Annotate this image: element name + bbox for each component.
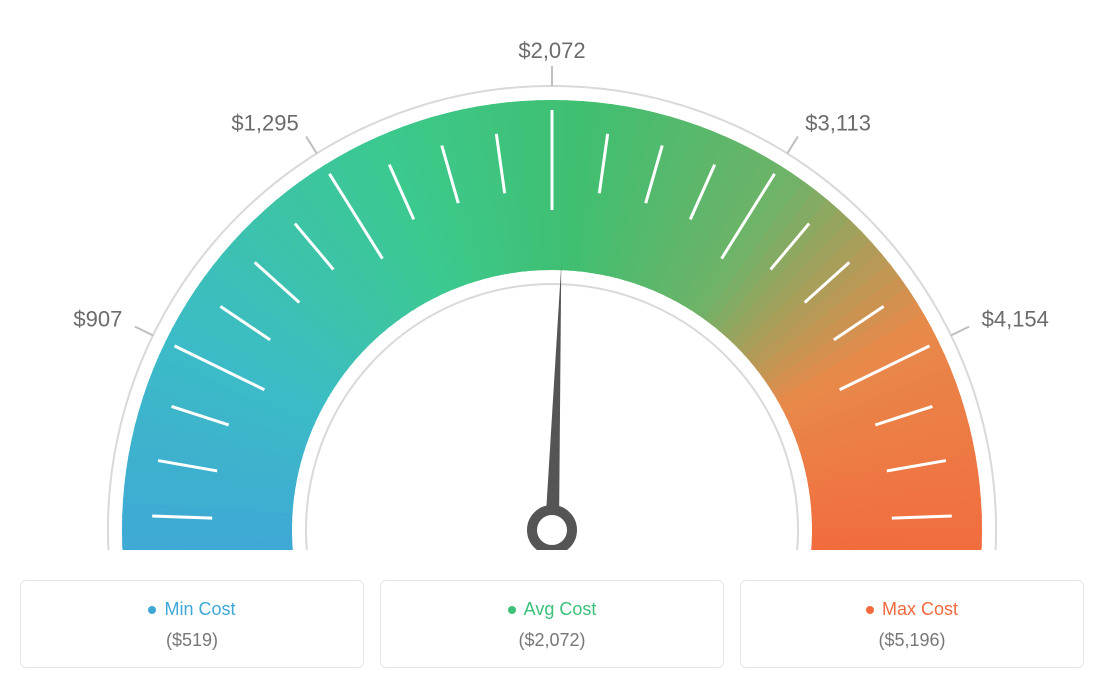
legend-title-text: Max Cost <box>882 599 958 620</box>
gauge-tick-label: $3,113 <box>805 110 871 135</box>
gauge-tick-label: $1,295 <box>231 110 298 135</box>
legend-title: Avg Cost <box>508 599 597 620</box>
legend-value: ($5,196) <box>753 630 1071 651</box>
legend-card: Avg Cost ($2,072) <box>380 580 724 668</box>
legend-row: Min Cost ($519) Avg Cost ($2,072) Max Cost ($… <box>20 580 1084 668</box>
gauge-tick-label: $4,154 <box>982 306 1049 331</box>
legend-value: ($519) <box>33 630 351 651</box>
legend-card: Min Cost ($519) <box>20 580 364 668</box>
legend-title: Max Cost <box>866 599 958 620</box>
gauge-svg: $519$907$1,295$2,072$3,113$4,154$5,196 <box>20 20 1084 550</box>
legend-title-text: Min Cost <box>164 599 235 620</box>
cost-gauge-chart: $519$907$1,295$2,072$3,113$4,154$5,196 M… <box>20 20 1084 668</box>
gauge-tick-label: $2,072 <box>518 38 585 63</box>
legend-card: Max Cost ($5,196) <box>740 580 1084 668</box>
legend-title-text: Avg Cost <box>524 599 597 620</box>
legend-title: Min Cost <box>148 599 235 620</box>
legend-dot-icon <box>866 606 874 614</box>
legend-dot-icon <box>148 606 156 614</box>
legend-dot-icon <box>508 606 516 614</box>
gauge-needle-hub <box>532 510 572 550</box>
gauge-needle <box>545 265 561 530</box>
legend-value: ($2,072) <box>393 630 711 651</box>
gauge-tick-label: $907 <box>73 306 122 331</box>
